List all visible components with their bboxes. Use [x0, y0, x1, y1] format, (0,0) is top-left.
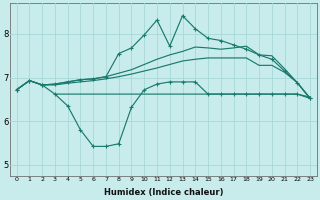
X-axis label: Humidex (Indice chaleur): Humidex (Indice chaleur)	[104, 188, 223, 197]
